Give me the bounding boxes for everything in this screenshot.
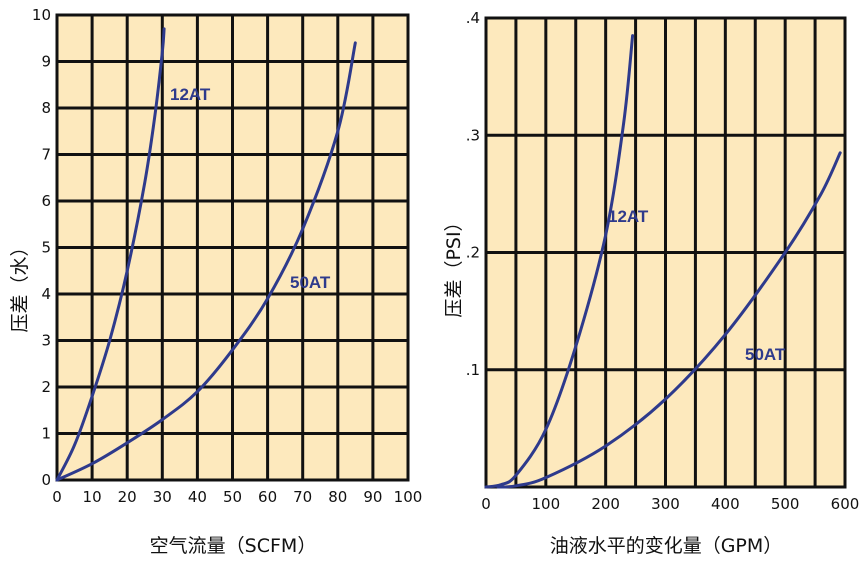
x-tick-label: 60: [258, 488, 277, 506]
series-label-50at: 50AT: [745, 345, 786, 364]
y-tick-label: 7: [41, 146, 51, 164]
plot-frame: [55, 13, 410, 482]
y-axis-title: 压差（水）: [9, 237, 31, 332]
y-tick-label: .3: [466, 126, 480, 144]
y-tick-label: .4: [466, 9, 480, 27]
y-tick-label: 1: [41, 425, 51, 443]
series-line-50at: [496, 151, 842, 489]
y-tick-label: 5: [41, 239, 51, 257]
series-label-12at: 12AT: [170, 85, 211, 104]
x-tick-label: 50: [223, 488, 242, 506]
y-tick-label: .2: [466, 244, 480, 262]
x-tick-label: 400: [711, 495, 740, 513]
y-tick-label: 2: [41, 378, 51, 396]
x-tick-label: 30: [153, 488, 172, 506]
series-line-12at: [484, 34, 635, 489]
x-tick-label: 200: [591, 495, 620, 513]
x-tick-label: 70: [293, 488, 312, 506]
x-axis-title: 空气流量（SCFM）: [150, 535, 317, 557]
plot-frame: [484, 16, 847, 489]
y-tick-label: .1: [466, 361, 480, 379]
x-tick-label: 0: [481, 495, 491, 513]
series-label-50at: 50AT: [290, 273, 331, 292]
x-tick-label: 0: [52, 488, 62, 506]
series-label-12at: 12AT: [608, 207, 649, 226]
y-tick-label: 6: [41, 192, 51, 210]
chart-1: 0 10 20 30 40 50 60 70 80 90 100 0 1 2 3 4 5 6 7 8 9 10 空气流量（S…: [9, 6, 422, 557]
y-tick-label: 0: [41, 471, 51, 489]
x-tick-label: 300: [651, 495, 680, 513]
y-tick-label: 3: [41, 332, 51, 350]
x-tick-label: 10: [83, 488, 102, 506]
x-tick-label: 80: [328, 488, 347, 506]
y-tick-label: 10: [32, 6, 51, 24]
y-tick-label: 8: [41, 99, 51, 117]
x-tick-label: 100: [532, 495, 561, 513]
x-axis-title: 油液水平的变化量（GPM）: [550, 535, 783, 557]
x-tick-label: 600: [831, 495, 860, 513]
series-line-50at: [55, 41, 357, 482]
x-tick-label: 20: [118, 488, 137, 506]
x-tick-label: 100: [394, 488, 423, 506]
x-tick-label: 40: [188, 488, 207, 506]
x-tick-label: 90: [363, 488, 382, 506]
x-tick-label: 500: [771, 495, 800, 513]
series-line-12at: [55, 27, 166, 482]
y-tick-label: 4: [41, 285, 51, 303]
y-tick-label: 9: [41, 53, 51, 71]
chart-2: 0 100 200 300 400 500 600 .1 .2 .3 .4 油液水平的变化量（GPM）…: [443, 9, 859, 557]
y-axis-title: 压差（PSI）: [443, 212, 465, 317]
